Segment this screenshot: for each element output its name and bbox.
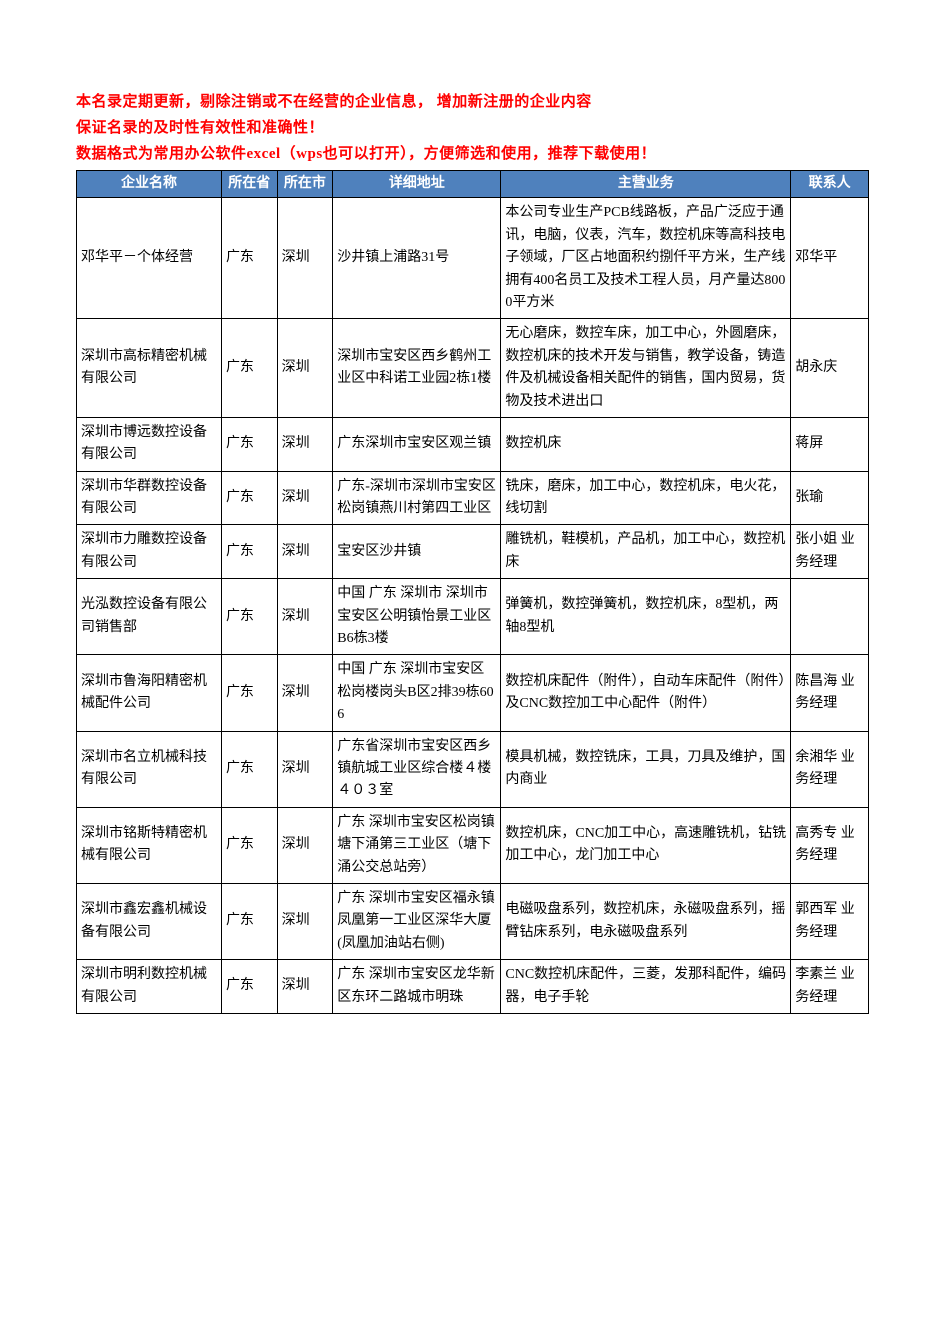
cell-name: 深圳市铭斯特精密机械有限公司 [77,807,222,883]
table-row: 深圳市鑫宏鑫机械设备有限公司广东深圳广东 深圳市宝安区福永镇凤凰第一工业区深华大… [77,883,869,959]
cell-prov: 广东 [221,319,277,418]
cell-prov: 广东 [221,807,277,883]
cell-city: 深圳 [277,525,333,579]
cell-city: 深圳 [277,319,333,418]
cell-city: 深圳 [277,655,333,731]
cell-name: 深圳市鑫宏鑫机械设备有限公司 [77,883,222,959]
cell-contact: 张小姐 业务经理 [791,525,869,579]
cell-city: 深圳 [277,417,333,471]
cell-name: 邓华平－个体经营 [77,198,222,319]
cell-prov: 广东 [221,655,277,731]
cell-city: 深圳 [277,198,333,319]
cell-contact: 李素兰 业务经理 [791,960,869,1014]
header-line-2: 保证名录的及时性有效性和准确性！ [76,116,869,140]
cell-name: 光泓数控设备有限公司销售部 [77,579,222,655]
cell-biz: 模具机械，数控铣床，工具，刀具及维护，国内商业 [501,731,791,807]
company-table: 企业名称 所在省 所在市 详细地址 主营业务 联系人 邓华平－个体经营广东深圳沙… [76,170,869,1014]
cell-city: 深圳 [277,807,333,883]
cell-biz: CNC数控机床配件，三菱，发那科配件，编码器，电子手轮 [501,960,791,1014]
cell-addr: 宝安区沙井镇 [333,525,501,579]
table-row: 光泓数控设备有限公司销售部广东深圳中国 广东 深圳市 深圳市宝安区公明镇怡景工业… [77,579,869,655]
cell-contact [791,579,869,655]
cell-prov: 广东 [221,471,277,525]
cell-city: 深圳 [277,960,333,1014]
cell-addr: 广东 深圳市宝安区松岗镇塘下涌第三工业区（塘下涌公交总站旁） [333,807,501,883]
cell-addr: 广东 深圳市宝安区福永镇凤凰第一工业区深华大厦(凤凰加油站右侧) [333,883,501,959]
table-body: 邓华平－个体经营广东深圳沙井镇上浦路31号本公司专业生产PCB线路板，产品广泛应… [77,198,869,1014]
col-header-biz: 主营业务 [501,171,791,198]
cell-city: 深圳 [277,579,333,655]
cell-addr: 广东 深圳市宝安区龙华新区东环二路城市明珠 [333,960,501,1014]
cell-prov: 广东 [221,525,277,579]
cell-biz: 数控机床 [501,417,791,471]
cell-contact: 余湘华 业务经理 [791,731,869,807]
cell-contact: 胡永庆 [791,319,869,418]
cell-name: 深圳市力雕数控设备有限公司 [77,525,222,579]
table-row: 深圳市力雕数控设备有限公司广东深圳宝安区沙井镇雕铣机，鞋模机，产品机，加工中心，… [77,525,869,579]
cell-biz: 本公司专业生产PCB线路板，产品广泛应于通讯，电脑，仪表，汽车，数控机床等高科技… [501,198,791,319]
table-row: 深圳市名立机械科技有限公司广东深圳广东省深圳市宝安区西乡镇航城工业区综合楼４楼４… [77,731,869,807]
cell-prov: 广东 [221,198,277,319]
table-row: 邓华平－个体经营广东深圳沙井镇上浦路31号本公司专业生产PCB线路板，产品广泛应… [77,198,869,319]
cell-name: 深圳市鲁海阳精密机械配件公司 [77,655,222,731]
cell-biz: 铣床，磨床，加工中心，数控机床，电火花，线切割 [501,471,791,525]
col-header-contact: 联系人 [791,171,869,198]
header-line-1: 本名录定期更新，剔除注销或不在经营的企业信息， 增加新注册的企业内容 [76,90,869,114]
cell-contact: 郭西军 业务经理 [791,883,869,959]
cell-prov: 广东 [221,883,277,959]
cell-biz: 弹簧机，数控弹簧机，数控机床，8型机，两轴8型机 [501,579,791,655]
cell-name: 深圳市名立机械科技有限公司 [77,731,222,807]
cell-addr: 中国 广东 深圳市宝安区松岗楼岗头B区2排39栋606 [333,655,501,731]
cell-city: 深圳 [277,731,333,807]
cell-name: 深圳市华群数控设备有限公司 [77,471,222,525]
cell-city: 深圳 [277,471,333,525]
cell-contact: 高秀专 业务经理 [791,807,869,883]
col-header-name: 企业名称 [77,171,222,198]
table-row: 深圳市博远数控设备有限公司广东深圳广东深圳市宝安区观兰镇数控机床蒋屏 [77,417,869,471]
header-line-3: 数据格式为常用办公软件excel（wps也可以打开），方便筛选和使用，推荐下载使… [76,142,869,166]
cell-prov: 广东 [221,960,277,1014]
table-row: 深圳市鲁海阳精密机械配件公司广东深圳中国 广东 深圳市宝安区松岗楼岗头B区2排3… [77,655,869,731]
cell-biz: 电磁吸盘系列，数控机床，永磁吸盘系列，摇臂钻床系列，电永磁吸盘系列 [501,883,791,959]
cell-contact: 张瑜 [791,471,869,525]
cell-addr: 中国 广东 深圳市 深圳市宝安区公明镇怡景工业区B6栋3楼 [333,579,501,655]
cell-biz: 无心磨床，数控车床，加工中心，外圆磨床，数控机床的技术开发与销售，教学设备，铸造… [501,319,791,418]
table-row: 深圳市明利数控机械有限公司广东深圳广东 深圳市宝安区龙华新区东环二路城市明珠CN… [77,960,869,1014]
cell-prov: 广东 [221,731,277,807]
cell-contact: 邓华平 [791,198,869,319]
cell-addr: 广东深圳市宝安区观兰镇 [333,417,501,471]
table-header-row: 企业名称 所在省 所在市 详细地址 主营业务 联系人 [77,171,869,198]
cell-name: 深圳市高标精密机械有限公司 [77,319,222,418]
col-header-addr: 详细地址 [333,171,501,198]
col-header-prov: 所在省 [221,171,277,198]
cell-addr: 沙井镇上浦路31号 [333,198,501,319]
cell-biz: 数控机床配件（附件），自动车床配件（附件）及CNC数控加工中心配件（附件） [501,655,791,731]
cell-biz: 雕铣机，鞋模机，产品机，加工中心，数控机床 [501,525,791,579]
cell-addr: 深圳市宝安区西乡鹤州工业区中科诺工业园2栋1楼 [333,319,501,418]
col-header-city: 所在市 [277,171,333,198]
cell-biz: 数控机床，CNC加工中心，高速雕铣机，钻铣加工中心，龙门加工中心 [501,807,791,883]
cell-prov: 广东 [221,417,277,471]
cell-contact: 蒋屏 [791,417,869,471]
cell-contact: 陈昌海 业务经理 [791,655,869,731]
cell-addr: 广东-深圳市深圳市宝安区松岗镇燕川村第四工业区 [333,471,501,525]
table-row: 深圳市高标精密机械有限公司广东深圳深圳市宝安区西乡鹤州工业区中科诺工业园2栋1楼… [77,319,869,418]
cell-name: 深圳市博远数控设备有限公司 [77,417,222,471]
table-row: 深圳市铭斯特精密机械有限公司广东深圳广东 深圳市宝安区松岗镇塘下涌第三工业区（塘… [77,807,869,883]
table-row: 深圳市华群数控设备有限公司广东深圳广东-深圳市深圳市宝安区松岗镇燕川村第四工业区… [77,471,869,525]
cell-addr: 广东省深圳市宝安区西乡镇航城工业区综合楼４楼４０３室 [333,731,501,807]
cell-name: 深圳市明利数控机械有限公司 [77,960,222,1014]
cell-city: 深圳 [277,883,333,959]
cell-prov: 广东 [221,579,277,655]
